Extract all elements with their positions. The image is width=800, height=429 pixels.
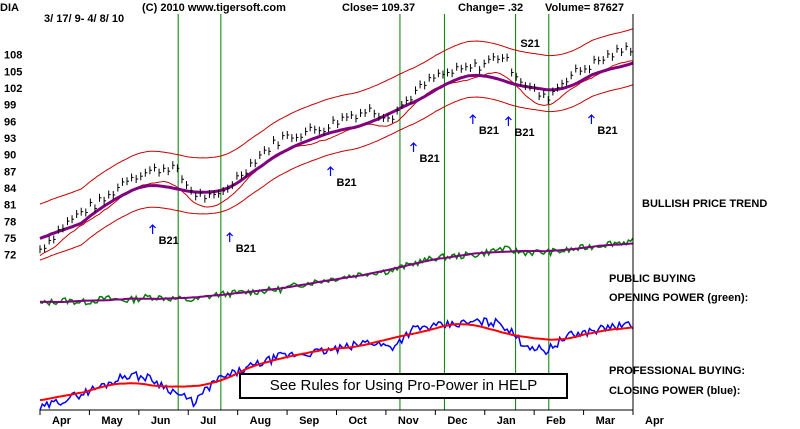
y-tick-label: 93	[4, 133, 16, 145]
signal-vertical-lines	[177, 14, 550, 410]
signal-markers: B21 B21 B21 B21 B21 B21 S21 B21	[149, 38, 618, 255]
signal-label: B21	[420, 153, 440, 165]
closing-power-panel	[39, 317, 634, 411]
x-tick-label: Nov	[398, 415, 420, 427]
lower-band	[39, 84, 634, 261]
signal-label: S21	[520, 38, 540, 50]
signal-label: B21	[236, 243, 256, 255]
signal-label: B21	[597, 125, 617, 137]
volume-value: Volume= 87627	[545, 2, 624, 14]
x-tick-label: Apr	[52, 415, 72, 427]
buy-arrow-icon	[469, 114, 477, 124]
buy-arrow-icon	[149, 224, 157, 234]
change-value: Change= .32	[458, 2, 523, 14]
copyright: (C) 2010 www.tigersoft.com	[142, 2, 286, 14]
opening-power-label: OPENING POWER (green):	[609, 292, 748, 304]
public-buying-label: PUBLIC BUYING	[609, 273, 696, 285]
symbol-label: DIA	[0, 2, 19, 14]
y-tick-label: 108	[4, 50, 22, 62]
opening-power-panel	[39, 237, 634, 307]
closing-power-ma	[39, 323, 634, 402]
y-tick-label: 81	[4, 200, 16, 212]
y-tick-label: 105	[4, 66, 22, 78]
price-series	[39, 42, 633, 254]
y-tick-label: 87	[4, 166, 16, 178]
opening-power-ma	[39, 242, 634, 304]
upper-band	[39, 28, 634, 205]
y-tick-label: 90	[4, 150, 16, 162]
close-value: Close= 109.37	[342, 2, 415, 14]
signal-label: B21	[479, 125, 499, 137]
trend-label: BULLISH PRICE TREND	[642, 198, 767, 210]
x-tick-label: Feb	[546, 415, 566, 427]
buy-arrow-icon	[504, 116, 512, 126]
x-tick-label: Jun	[151, 415, 171, 427]
y-tick-label: 72	[4, 250, 16, 262]
y-tick-label: 75	[4, 233, 16, 245]
signal-label: B21	[337, 177, 357, 189]
signal-label: B21	[514, 127, 534, 139]
x-tick-label: Jul	[200, 415, 216, 427]
date-range: 3/ 17/ 9- 4/ 8/ 10	[44, 13, 124, 25]
closing-power-label: CLOSING POWER (blue):	[609, 385, 740, 397]
x-tick-label: May	[101, 415, 123, 427]
buy-arrow-icon	[410, 142, 417, 152]
y-tick-label: 78	[4, 216, 16, 228]
y-tick-label: 99	[4, 100, 16, 112]
professional-buying-label: PROFESSIONAL BUYING:	[609, 365, 745, 377]
axes: 72 75 78 81 84 87 90 93 96 99 102 105 108 Apr May Jun Ju…	[4, 14, 665, 427]
x-tick-label: Oct	[349, 415, 368, 427]
buy-arrow-icon	[327, 166, 334, 176]
x-tick-label: Dec	[447, 415, 467, 427]
opening-power-line	[39, 237, 634, 307]
x-tick-label: Sep	[299, 415, 319, 427]
y-tick-label: 102	[4, 83, 22, 95]
price-bands	[39, 28, 634, 261]
price-ma-line	[39, 61, 634, 240]
x-tick-label: Mar	[596, 415, 616, 427]
x-tick-label: Jan	[497, 415, 516, 427]
y-tick-label: 96	[4, 116, 16, 128]
price-moving-average	[39, 61, 634, 240]
y-tick-label: 84	[4, 183, 17, 195]
signal-label: B21	[159, 235, 179, 247]
x-tick-label: Aug	[250, 415, 271, 427]
buy-arrow-icon	[587, 114, 595, 124]
help-callout: See Rules for Using Pro-Power in HELP	[239, 373, 568, 399]
x-tick-label: Apr	[645, 415, 665, 427]
buy-arrow-icon	[226, 232, 234, 242]
